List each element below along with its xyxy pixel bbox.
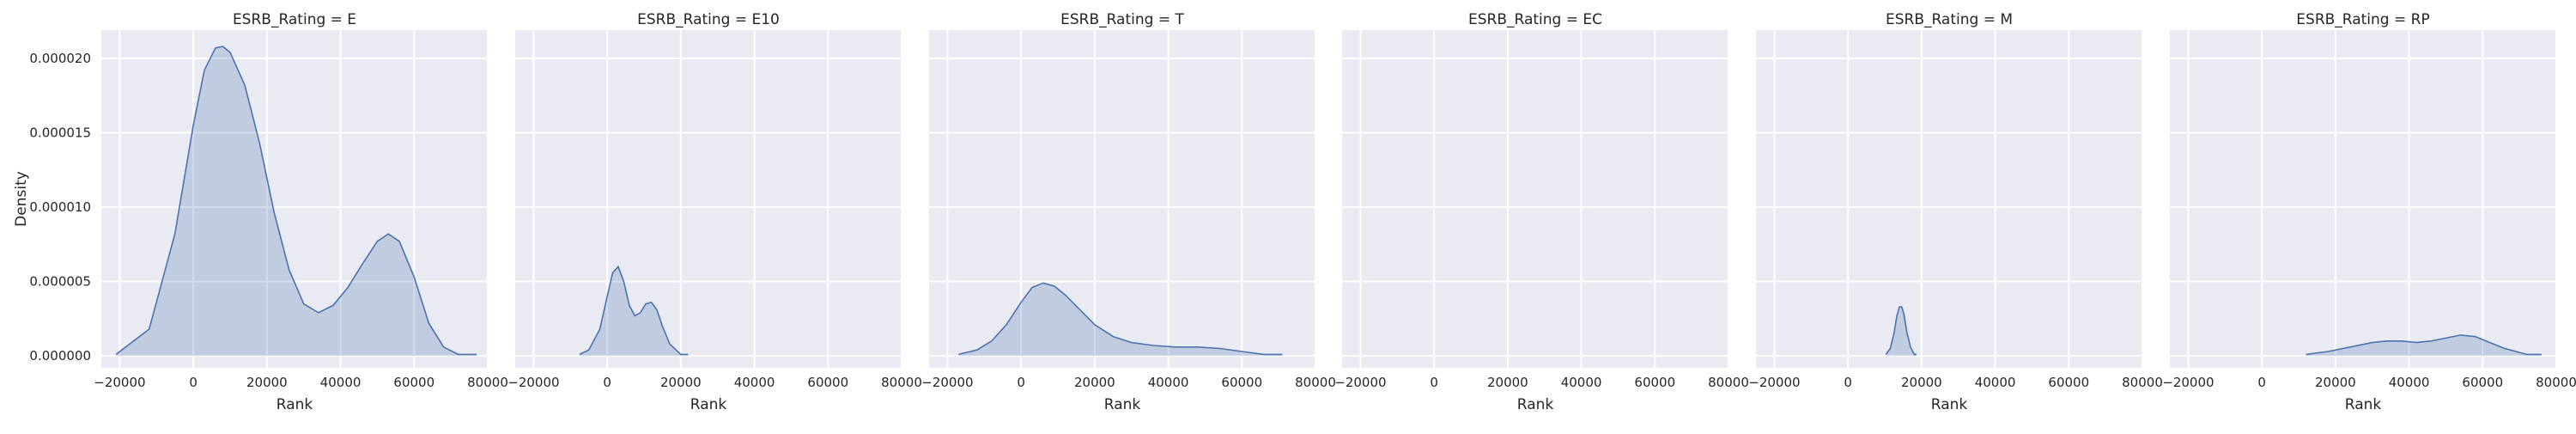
x-tick-label: 20000	[1074, 375, 1115, 390]
x-tick-label: −20000	[1748, 375, 1800, 390]
y-tick-label: 0.000010	[29, 199, 91, 215]
x-tick-label: 80000	[1708, 375, 1749, 390]
kde-area-T	[958, 283, 1283, 357]
kde-line-T	[958, 282, 1283, 356]
x-tick-label: 40000	[1148, 375, 1189, 390]
panel-background	[929, 30, 1315, 368]
x-tick-label: 0	[1844, 375, 1852, 390]
panel-background	[1342, 30, 1728, 368]
x-axis-label: Rank	[1104, 396, 1141, 413]
x-tick-label: 20000	[660, 375, 702, 390]
x-tick-label: 0	[189, 375, 197, 390]
kde-area-E10	[580, 266, 689, 357]
kde-line-E	[115, 46, 477, 356]
x-tick-label: 0	[603, 375, 611, 390]
x-tick-label: 60000	[2462, 375, 2503, 390]
x-tick-label: 20000	[1487, 375, 1528, 390]
x-tick-label: 40000	[1561, 375, 1602, 390]
x-tick-label: 60000	[393, 375, 434, 390]
panel-background	[1756, 30, 2142, 368]
x-tick-label: 20000	[2315, 375, 2356, 390]
x-axis-label: Rank	[2345, 396, 2382, 413]
panel-title: ESRB_Rating = RP	[2296, 11, 2429, 28]
x-tick-label: 60000	[1221, 375, 1262, 390]
x-axis-label: Rank	[1931, 396, 1968, 413]
y-axis-label: Density	[13, 171, 30, 227]
panel-background	[515, 30, 902, 368]
x-tick-label: 40000	[2389, 375, 2430, 390]
x-tick-label: 0	[1017, 375, 1025, 390]
panel-background	[2170, 30, 2556, 368]
panel-title: ESRB_Rating = E	[233, 11, 356, 28]
x-axis-label: Rank	[1517, 396, 1554, 413]
y-tick-label: 0.000015	[29, 125, 91, 140]
x-tick-label: 60000	[2048, 375, 2089, 390]
panel-title: ESRB_Rating = T	[1060, 11, 1184, 28]
x-tick-label: 80000	[467, 375, 508, 390]
x-axis-label: Rank	[276, 396, 313, 413]
x-tick-label: 80000	[881, 375, 922, 390]
x-tick-label: 20000	[1901, 375, 1942, 390]
kde-area-E	[116, 46, 477, 357]
x-tick-label: −20000	[507, 375, 559, 390]
x-tick-label: 0	[2257, 375, 2266, 390]
x-axis-label: Rank	[690, 396, 727, 413]
x-tick-label: −20000	[94, 375, 145, 390]
x-tick-label: 80000	[2536, 375, 2576, 390]
x-tick-label: 80000	[2122, 375, 2163, 390]
y-tick-label: 0.000005	[29, 274, 91, 290]
x-tick-label: 40000	[734, 375, 775, 390]
x-tick-label: 40000	[1975, 375, 2016, 390]
panel-title: ESRB_Rating = EC	[1468, 11, 1602, 28]
panel-background	[101, 30, 488, 368]
x-tick-label: 60000	[1634, 375, 1675, 390]
kde-line-E10	[579, 265, 689, 356]
x-tick-label: −20000	[921, 375, 973, 390]
panel-title: ESRB_Rating = M	[1886, 11, 2013, 28]
x-tick-label: 0	[1430, 375, 1438, 390]
x-tick-label: 80000	[1295, 375, 1336, 390]
x-tick-label: 20000	[246, 375, 288, 390]
x-tick-label: 60000	[807, 375, 848, 390]
y-tick-label: 0.000020	[29, 51, 91, 66]
x-tick-label: 40000	[320, 375, 361, 390]
kde-line-M	[1885, 306, 1917, 356]
kde-line-RP	[2306, 334, 2542, 356]
panel-title: ESRB_Rating = E10	[637, 11, 780, 28]
x-tick-label: −20000	[1334, 375, 1386, 390]
x-tick-label: −20000	[2162, 375, 2214, 390]
y-tick-label: 0.000000	[29, 348, 91, 364]
